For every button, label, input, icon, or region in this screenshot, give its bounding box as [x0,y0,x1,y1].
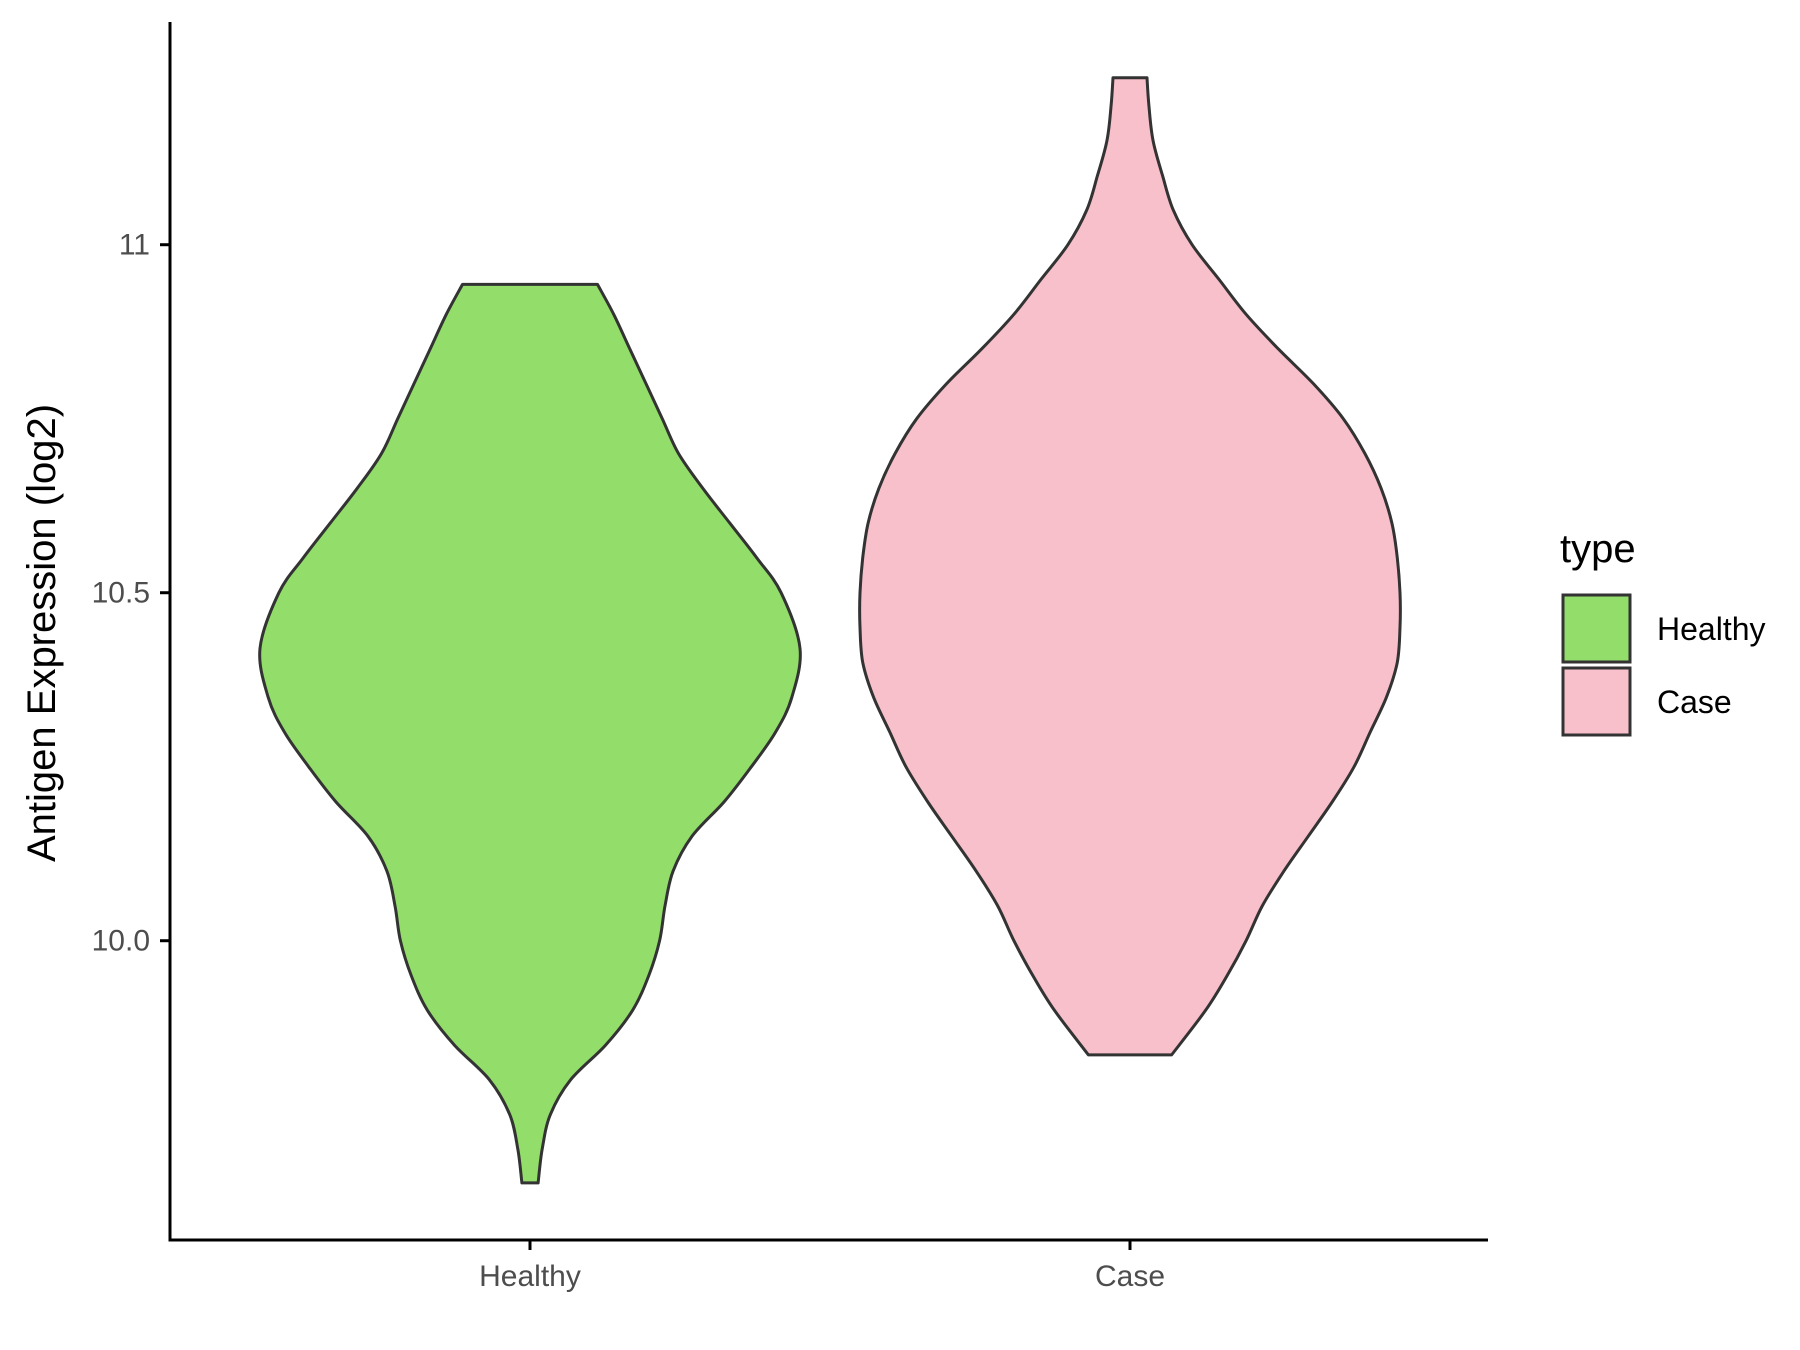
legend-swatch-case [1561,666,1632,737]
legend-swatch-healthy [1561,593,1632,664]
plot-area: 10.0 10.5 11 Healthy Case [92,22,1488,1293]
violin-healthy [258,282,802,1185]
violins-layer [258,76,1402,1185]
legend-label-healthy: Healthy [1657,611,1766,647]
x-tick-label: Healthy [479,1260,581,1293]
y-tick-label: 11 [119,229,150,262]
x-tick-label: Case [1095,1260,1165,1293]
legend-entries: Healthy Case [1561,593,1766,737]
y-axis-ticks: 10.0 10.5 11 [92,229,170,958]
legend-label-case: Case [1657,684,1732,720]
y-axis-title: Antigen Expression (log2) [20,404,64,862]
legend-title: type [1560,527,1636,571]
y-tick-label: 10.0 [92,925,150,958]
y-tick-label: 10.5 [92,577,150,610]
legend: type Healthy Case [1560,527,1766,737]
x-axis-ticks: Healthy Case [479,1240,1165,1293]
violin-case [858,76,1402,1057]
